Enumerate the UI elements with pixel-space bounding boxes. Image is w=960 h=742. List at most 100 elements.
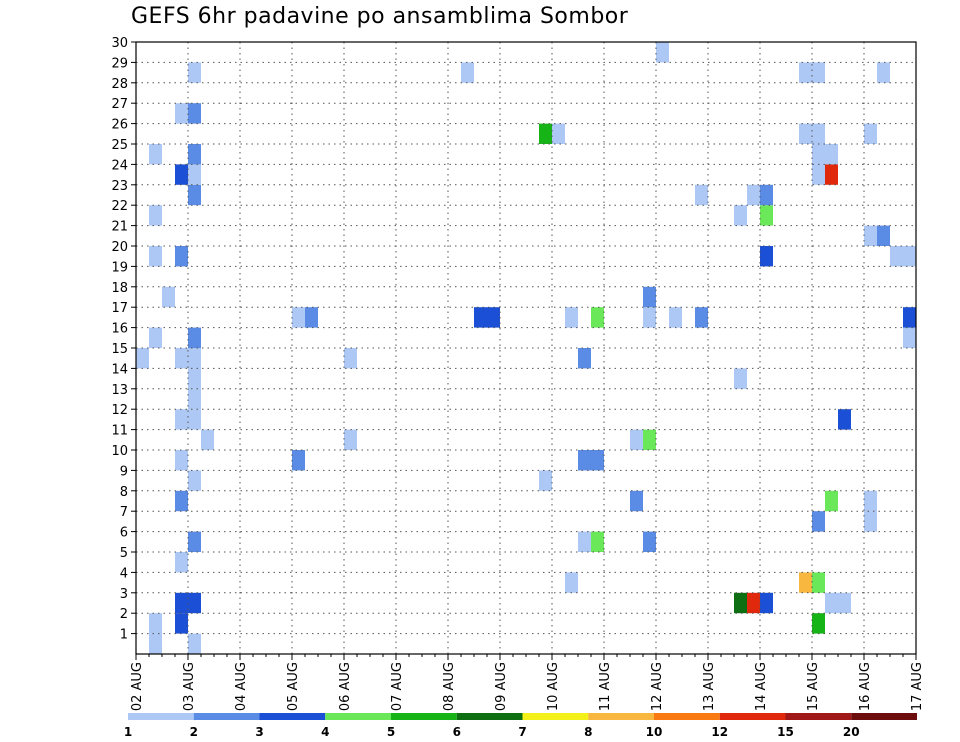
y-tick-label: 4 bbox=[120, 566, 128, 581]
data-cell bbox=[188, 470, 201, 491]
data-cell bbox=[630, 490, 643, 512]
data-cell bbox=[864, 123, 877, 144]
data-cell bbox=[838, 592, 851, 614]
data-cell bbox=[864, 511, 877, 532]
data-cell bbox=[812, 613, 825, 634]
y-tick-label: 30 bbox=[111, 36, 128, 51]
legend-label: 6 bbox=[453, 725, 461, 739]
x-tick-label: 08 AUG bbox=[442, 662, 457, 711]
data-cell bbox=[188, 409, 201, 430]
y-tick-label: 10 bbox=[111, 444, 128, 459]
data-cell bbox=[487, 307, 500, 328]
data-cell bbox=[175, 613, 188, 634]
data-cell bbox=[149, 633, 162, 654]
y-tick-label: 14 bbox=[111, 362, 128, 377]
data-cell bbox=[188, 592, 201, 614]
x-tick-label: 10 AUG bbox=[546, 662, 561, 711]
x-tick-label: 15 AUG bbox=[806, 662, 821, 711]
y-tick-label: 28 bbox=[111, 77, 128, 92]
data-cell bbox=[162, 286, 175, 308]
data-cell bbox=[552, 123, 565, 144]
y-tick-label: 27 bbox=[111, 97, 128, 112]
y-tick-label: 6 bbox=[120, 526, 128, 541]
data-cell bbox=[591, 450, 604, 471]
legend-label: 8 bbox=[584, 725, 592, 739]
legend-swatch bbox=[325, 713, 391, 720]
data-cell bbox=[149, 144, 162, 165]
data-cell bbox=[149, 613, 162, 634]
data-cell bbox=[812, 164, 825, 185]
data-cell bbox=[578, 348, 591, 369]
data-cell bbox=[344, 348, 357, 369]
data-cell bbox=[630, 429, 643, 450]
data-cell bbox=[760, 205, 773, 226]
legend-swatch bbox=[588, 713, 654, 720]
data-cell bbox=[812, 572, 825, 593]
data-cell bbox=[175, 164, 188, 185]
legend-label: 10 bbox=[646, 725, 663, 739]
data-cell bbox=[591, 307, 604, 328]
x-tick-label: 07 AUG bbox=[390, 662, 405, 711]
y-tick-label: 24 bbox=[111, 158, 128, 173]
legend-swatch bbox=[719, 713, 786, 720]
y-tick-label: 8 bbox=[120, 485, 128, 500]
data-cell bbox=[175, 103, 188, 124]
data-cell bbox=[149, 327, 162, 348]
y-tick-label: 9 bbox=[120, 464, 128, 479]
data-cell bbox=[539, 470, 552, 491]
data-cell bbox=[188, 368, 201, 389]
data-cell bbox=[188, 164, 201, 185]
data-cell bbox=[799, 123, 812, 144]
data-cell bbox=[760, 246, 773, 267]
data-cell bbox=[747, 592, 760, 614]
legend-swatch bbox=[785, 713, 852, 720]
data-cell bbox=[838, 409, 851, 430]
data-cell bbox=[175, 552, 188, 573]
data-cell bbox=[669, 307, 682, 328]
y-tick-label: 1 bbox=[120, 628, 128, 643]
data-cell bbox=[305, 307, 318, 328]
data-cell bbox=[201, 429, 214, 450]
legend-label: 2 bbox=[190, 725, 198, 739]
legend-label: 3 bbox=[255, 725, 263, 739]
data-cell bbox=[643, 531, 656, 552]
legend-swatch bbox=[851, 713, 917, 720]
data-cell bbox=[643, 429, 656, 450]
data-cell bbox=[175, 246, 188, 267]
y-tick-label: 13 bbox=[111, 383, 128, 398]
y-tick-label: 5 bbox=[120, 546, 128, 561]
y-tick-label: 18 bbox=[111, 281, 128, 296]
data-cell bbox=[812, 123, 825, 144]
data-cell bbox=[149, 246, 162, 267]
data-cell bbox=[591, 531, 604, 552]
y-tick-label: 16 bbox=[111, 322, 128, 337]
legend-swatch bbox=[654, 713, 720, 720]
data-cell bbox=[175, 409, 188, 430]
y-tick-label: 2 bbox=[120, 607, 128, 622]
data-cell bbox=[188, 327, 201, 348]
data-cell bbox=[461, 62, 474, 83]
data-cell bbox=[474, 307, 487, 328]
data-cell bbox=[188, 62, 201, 83]
data-cell bbox=[734, 592, 747, 614]
data-cell bbox=[292, 307, 305, 328]
data-cell bbox=[903, 327, 916, 348]
x-tick-label: 17 AUG bbox=[910, 662, 925, 711]
data-cell bbox=[734, 368, 747, 389]
data-cell bbox=[864, 225, 877, 246]
y-tick-label: 11 bbox=[111, 424, 128, 439]
data-cell bbox=[565, 572, 578, 593]
data-cell bbox=[825, 164, 838, 185]
data-cell bbox=[903, 246, 916, 267]
data-cell bbox=[344, 429, 357, 450]
data-cell bbox=[864, 490, 877, 512]
x-tick-label: 14 AUG bbox=[754, 662, 769, 711]
x-tick-label: 09 AUG bbox=[494, 662, 509, 711]
y-tick-label: 20 bbox=[111, 240, 128, 255]
data-cell bbox=[734, 205, 747, 226]
legend-label: 5 bbox=[387, 725, 395, 739]
legend-swatch bbox=[456, 713, 523, 720]
data-cell bbox=[175, 348, 188, 369]
